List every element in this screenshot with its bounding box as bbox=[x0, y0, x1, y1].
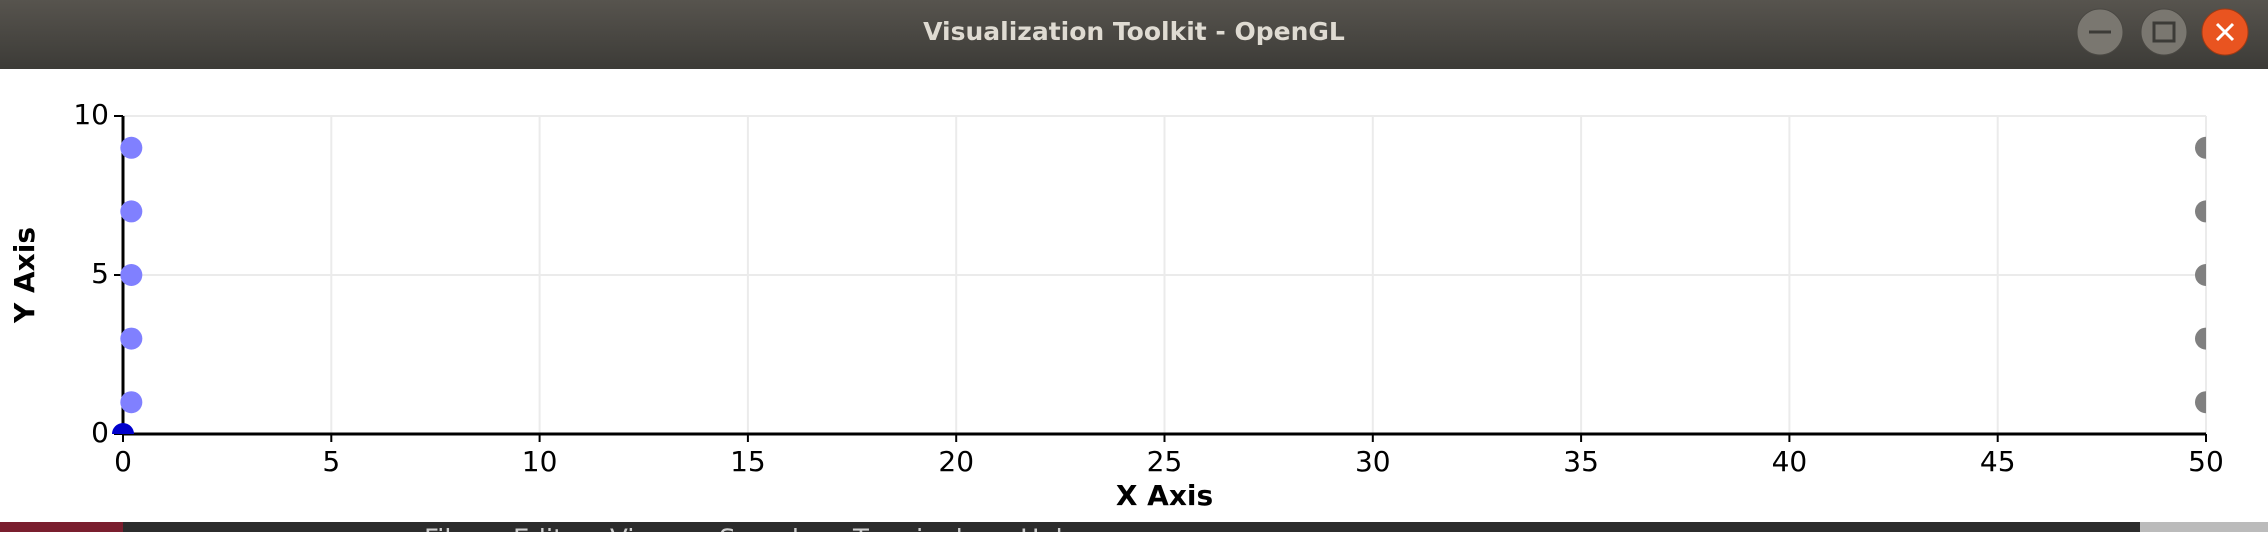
point bbox=[120, 391, 143, 414]
y-tick-label: 0 bbox=[91, 416, 109, 449]
x-axis-title: X Axis bbox=[1116, 479, 1213, 512]
terminal-menu: File Edit View Search Terminal Help bbox=[424, 525, 1079, 536]
point bbox=[120, 200, 143, 223]
x-tick-label: 20 bbox=[938, 445, 974, 478]
points bbox=[112, 136, 2206, 434]
terminal-strip bbox=[0, 522, 2268, 532]
x-tick-label: 25 bbox=[1147, 445, 1183, 478]
point bbox=[120, 264, 143, 286]
close-icon bbox=[2215, 22, 2235, 42]
menu-item[interactable]: View bbox=[610, 525, 672, 536]
point bbox=[120, 136, 143, 159]
point bbox=[112, 423, 134, 434]
scroll-edge bbox=[2140, 522, 2268, 532]
x-tick-label: 30 bbox=[1355, 445, 1391, 478]
window-title: Visualization Toolkit - OpenGL bbox=[923, 17, 1345, 46]
point bbox=[2195, 391, 2206, 414]
maximize-icon bbox=[2152, 21, 2176, 43]
x-tick-label: 15 bbox=[730, 445, 766, 478]
title-bar bbox=[0, 0, 2268, 69]
x-tick-label: 0 bbox=[114, 445, 132, 478]
x-tick-label: 35 bbox=[1563, 445, 1599, 478]
maximize-button[interactable] bbox=[2140, 8, 2188, 56]
menu-item[interactable]: Help bbox=[1020, 525, 1079, 536]
dock-edge bbox=[0, 522, 123, 532]
y-tick-label: 10 bbox=[73, 98, 109, 131]
x-tick-label: 45 bbox=[1980, 445, 2016, 478]
point bbox=[120, 327, 143, 350]
x-tick-label: 40 bbox=[1772, 445, 1808, 478]
menu-item[interactable]: Edit bbox=[513, 525, 563, 536]
point bbox=[2195, 200, 2206, 223]
menu-item[interactable]: File bbox=[424, 525, 468, 536]
menu-item[interactable]: Search bbox=[719, 525, 808, 536]
x-tick-label: 50 bbox=[2188, 445, 2224, 478]
menu-item[interactable]: Terminal bbox=[852, 525, 963, 536]
point bbox=[2195, 264, 2206, 286]
point bbox=[2195, 327, 2206, 350]
y-tick-label: 5 bbox=[91, 257, 109, 290]
point bbox=[2195, 136, 2206, 159]
chart: 0 5 10 15 20 25 30 35 40 45 50 0 5 10 X Axis Y Axis bbox=[8, 98, 2224, 512]
y-axis-title: Y Axis bbox=[8, 227, 41, 324]
x-tick-label: 10 bbox=[522, 445, 558, 478]
x-tick-label: 5 bbox=[322, 445, 340, 478]
